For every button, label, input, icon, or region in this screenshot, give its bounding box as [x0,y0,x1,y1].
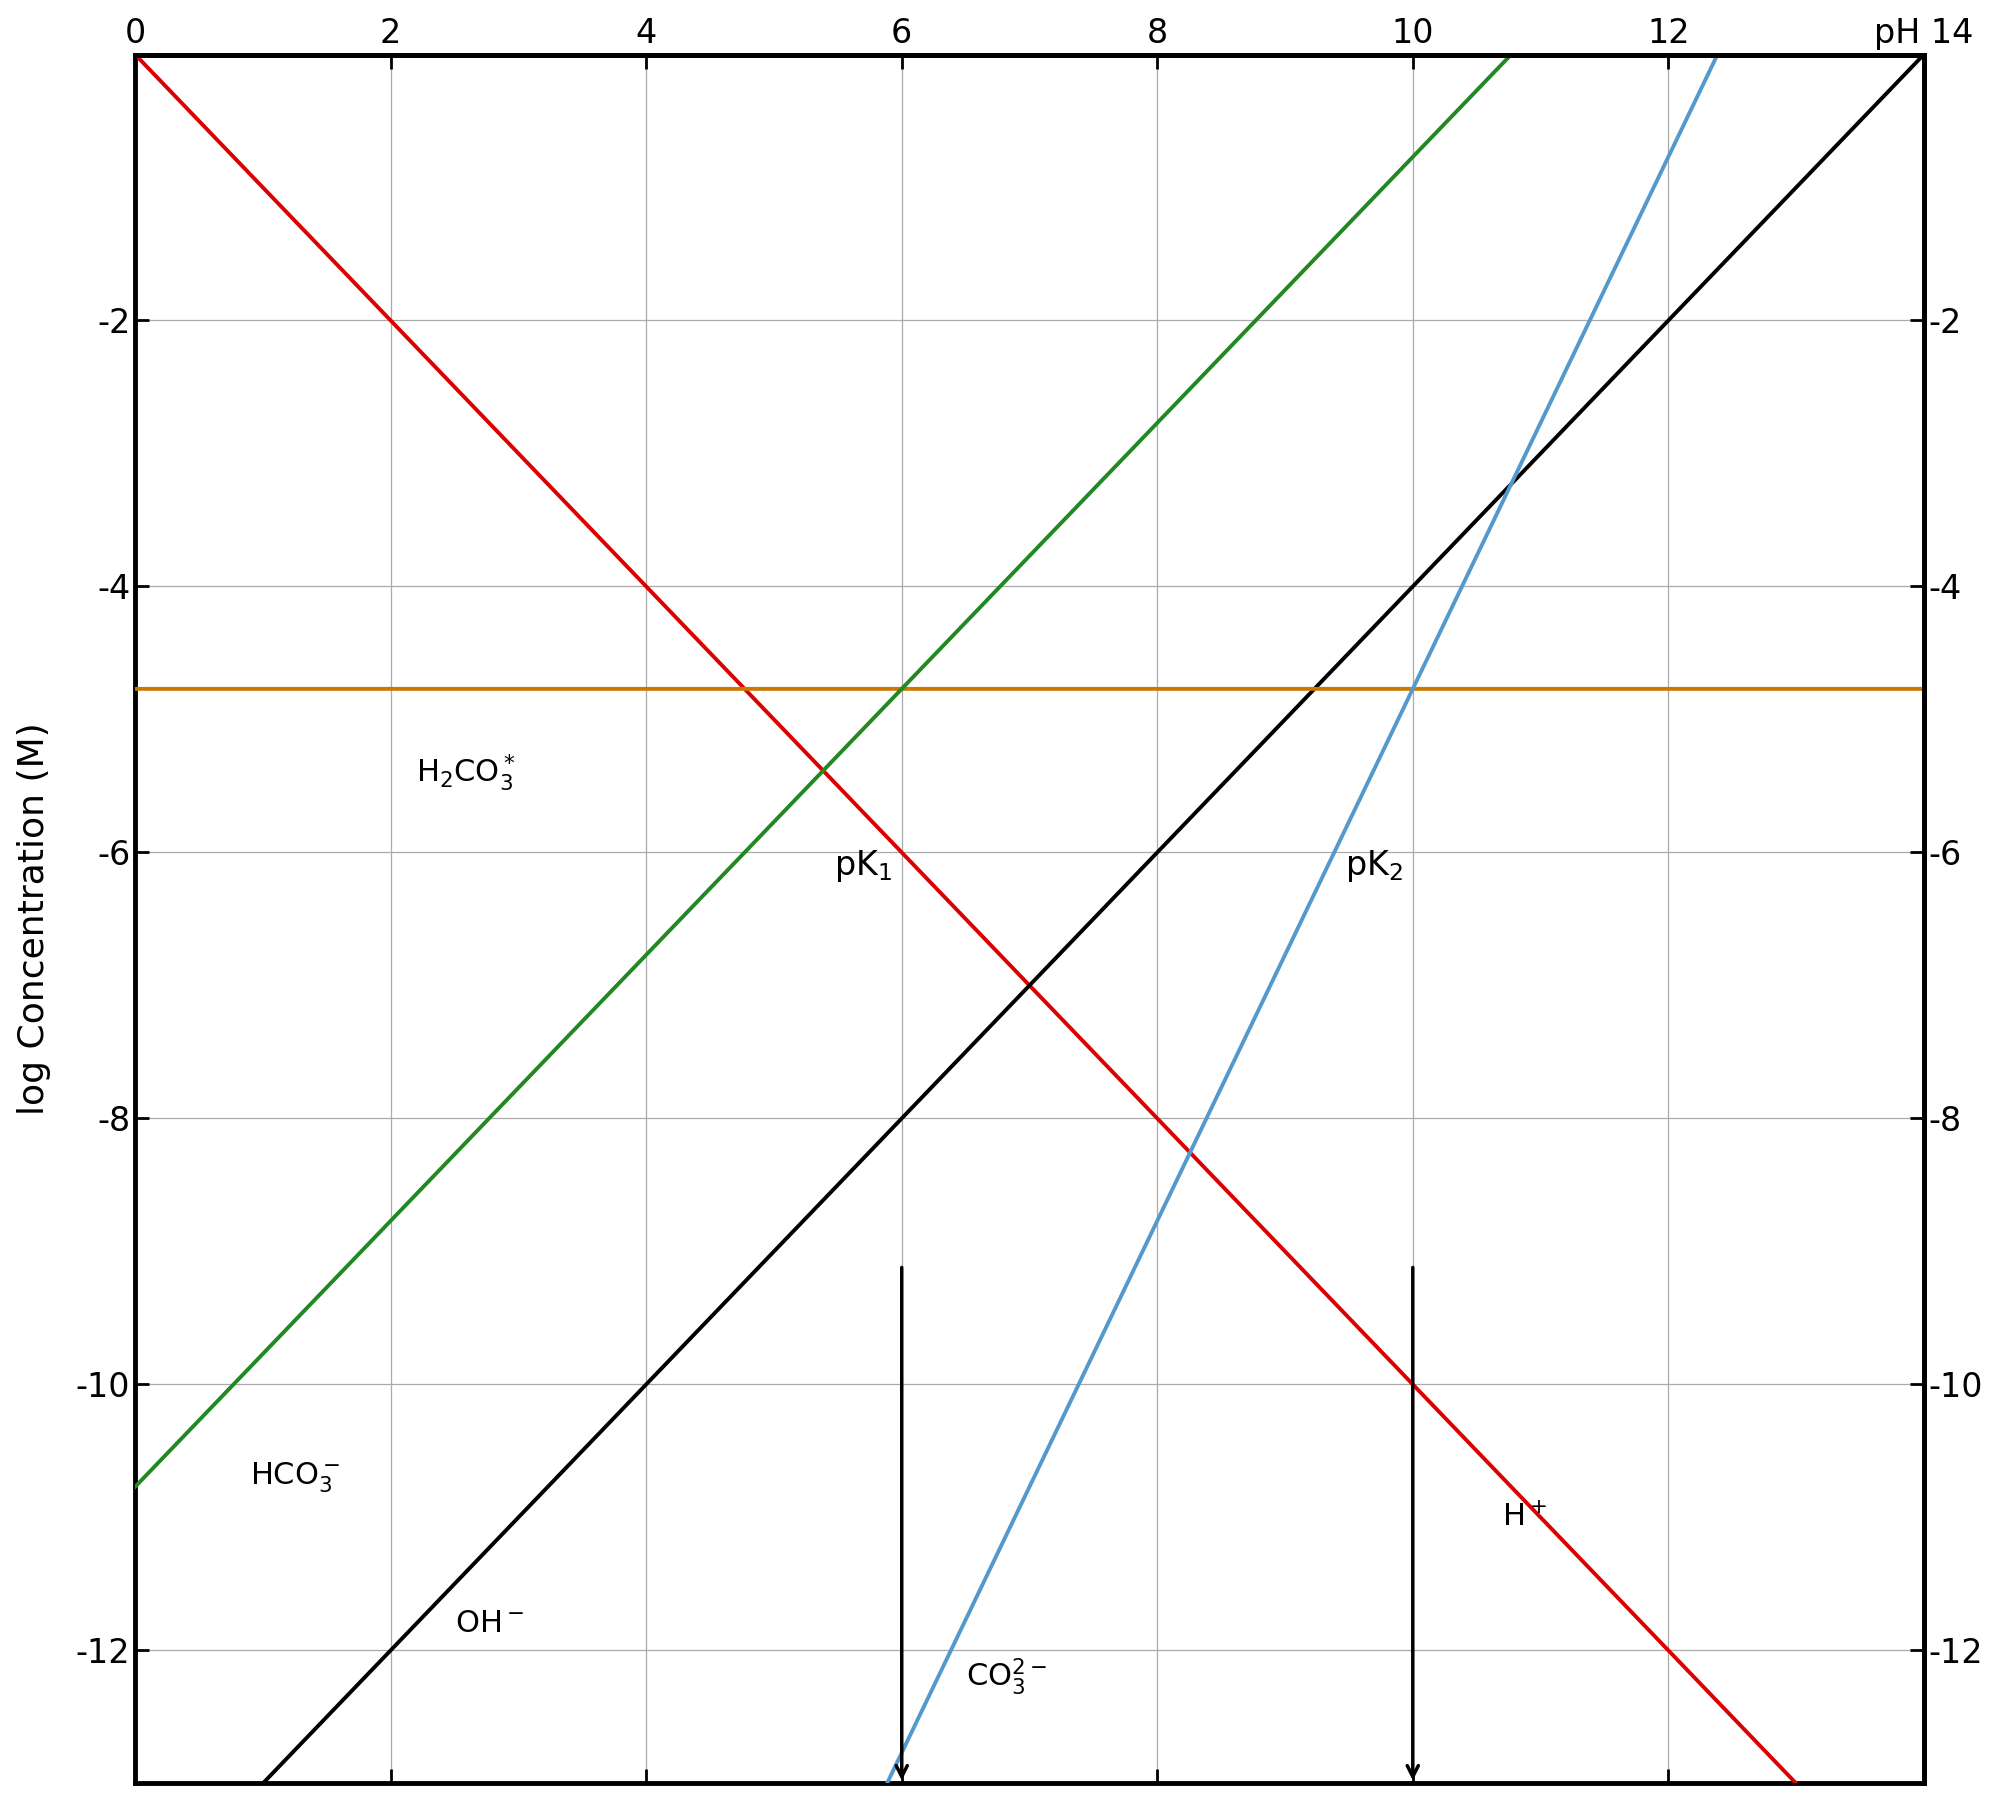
Text: $\mathrm{OH^-}$: $\mathrm{OH^-}$ [454,1609,524,1638]
Text: $\mathregular{pK_1}$: $\mathregular{pK_1}$ [834,848,892,884]
Text: $\mathrm{HCO_3^-}$: $\mathrm{HCO_3^-}$ [250,1460,340,1494]
Text: $\mathrm{H^+}$: $\mathrm{H^+}$ [1502,1503,1548,1532]
Y-axis label: log Concentration (M): log Concentration (M) [16,722,50,1116]
Text: $\mathrm{CO_3^{2-}}$: $\mathrm{CO_3^{2-}}$ [966,1656,1046,1697]
Text: $\mathrm{H_2CO_3^*}$: $\mathrm{H_2CO_3^*}$ [416,752,516,794]
Text: $\mathregular{pK_2}$: $\mathregular{pK_2}$ [1346,848,1404,884]
